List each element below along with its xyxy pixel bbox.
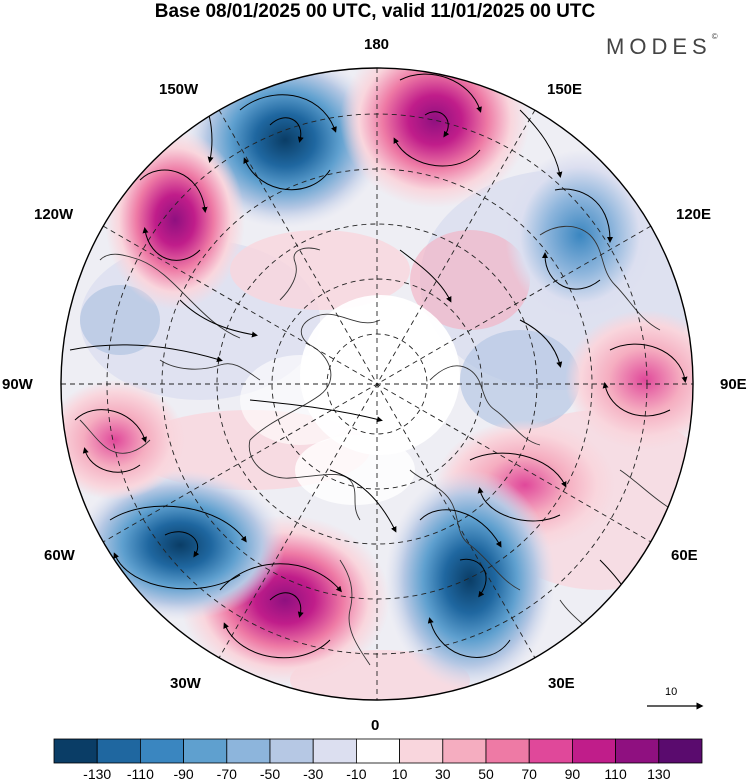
colorbar-swatch <box>485 738 530 764</box>
colorbar-swatch <box>399 738 444 764</box>
copyright-mark: © <box>711 32 718 41</box>
colorbar-tick-label: 70 <box>521 766 537 782</box>
colorbar-swatch <box>96 738 141 764</box>
colorbar-swatch <box>658 738 703 764</box>
colorbar-tick-label: -90 <box>173 766 194 782</box>
colorbar-swatch <box>183 738 228 764</box>
colorbar-tick-label: 30 <box>435 766 451 782</box>
colorbar-swatch <box>226 738 271 764</box>
colorbar-swatch <box>528 738 573 764</box>
anomaly-shading <box>61 68 693 700</box>
colorbar-tick-label: -50 <box>259 766 281 782</box>
lon-label-180: 180 <box>364 36 390 53</box>
colorbar-swatch <box>312 738 357 764</box>
brand-name: MODES <box>606 34 712 59</box>
negative-center-30e <box>385 470 555 690</box>
colorbar-swatch <box>53 738 98 764</box>
wind-streamlines <box>69 73 688 659</box>
colorbar <box>53 738 703 764</box>
colorbar-swatch <box>572 738 617 764</box>
map-title: Base 08/01/2025 00 UTC, valid 11/01/2025… <box>154 1 596 22</box>
colorbar-swatch <box>269 738 314 764</box>
lon-label-30e: 30E <box>548 675 575 692</box>
modes-logo: MODES© <box>606 32 718 60</box>
lon-label-60w: 60W <box>44 547 75 564</box>
reference-vector-label: 10 <box>665 686 678 698</box>
positive-center-90w <box>61 380 185 500</box>
map-border <box>60 67 694 701</box>
colorbar-swatch <box>139 738 184 764</box>
colorbar-swatch <box>442 738 487 764</box>
colorbar-tick-label: 130 <box>647 766 671 782</box>
positive-center-180 <box>340 68 530 208</box>
lon-label-120w: 120W <box>34 206 74 223</box>
colorbar-tick-label: -110 <box>126 766 154 782</box>
negative-center-120e <box>505 150 655 320</box>
lon-label-120e: 120E <box>676 206 712 223</box>
colorbar-tick-label: -30 <box>303 766 324 782</box>
positive-center-90e <box>565 310 693 450</box>
colorbar-tick-label: 10 <box>391 766 408 782</box>
lon-label-60e: 60E <box>671 547 698 564</box>
colorbar-swatch <box>615 738 660 764</box>
lon-label-150w: 150W <box>159 81 199 98</box>
graticule <box>61 68 693 700</box>
colorbar-swatch <box>355 738 400 764</box>
colorbar-tick-label: -130 <box>83 766 112 782</box>
positive-center-120w <box>105 130 245 310</box>
lon-label-90w: 90W <box>2 376 33 393</box>
colorbar-tick-label: -10 <box>346 766 367 782</box>
lon-label-150e: 150E <box>547 81 583 98</box>
colorbar-tick-label: 90 <box>564 766 581 782</box>
lon-label-0: 0 <box>371 717 380 734</box>
colorbar-tick-label: 110 <box>604 766 627 782</box>
colorbar-tick-label: -70 <box>216 766 237 782</box>
colorbar-tick-label: 50 <box>478 766 494 782</box>
lon-label-90e: 90E <box>720 376 747 393</box>
lon-label-30w: 30W <box>170 675 201 692</box>
